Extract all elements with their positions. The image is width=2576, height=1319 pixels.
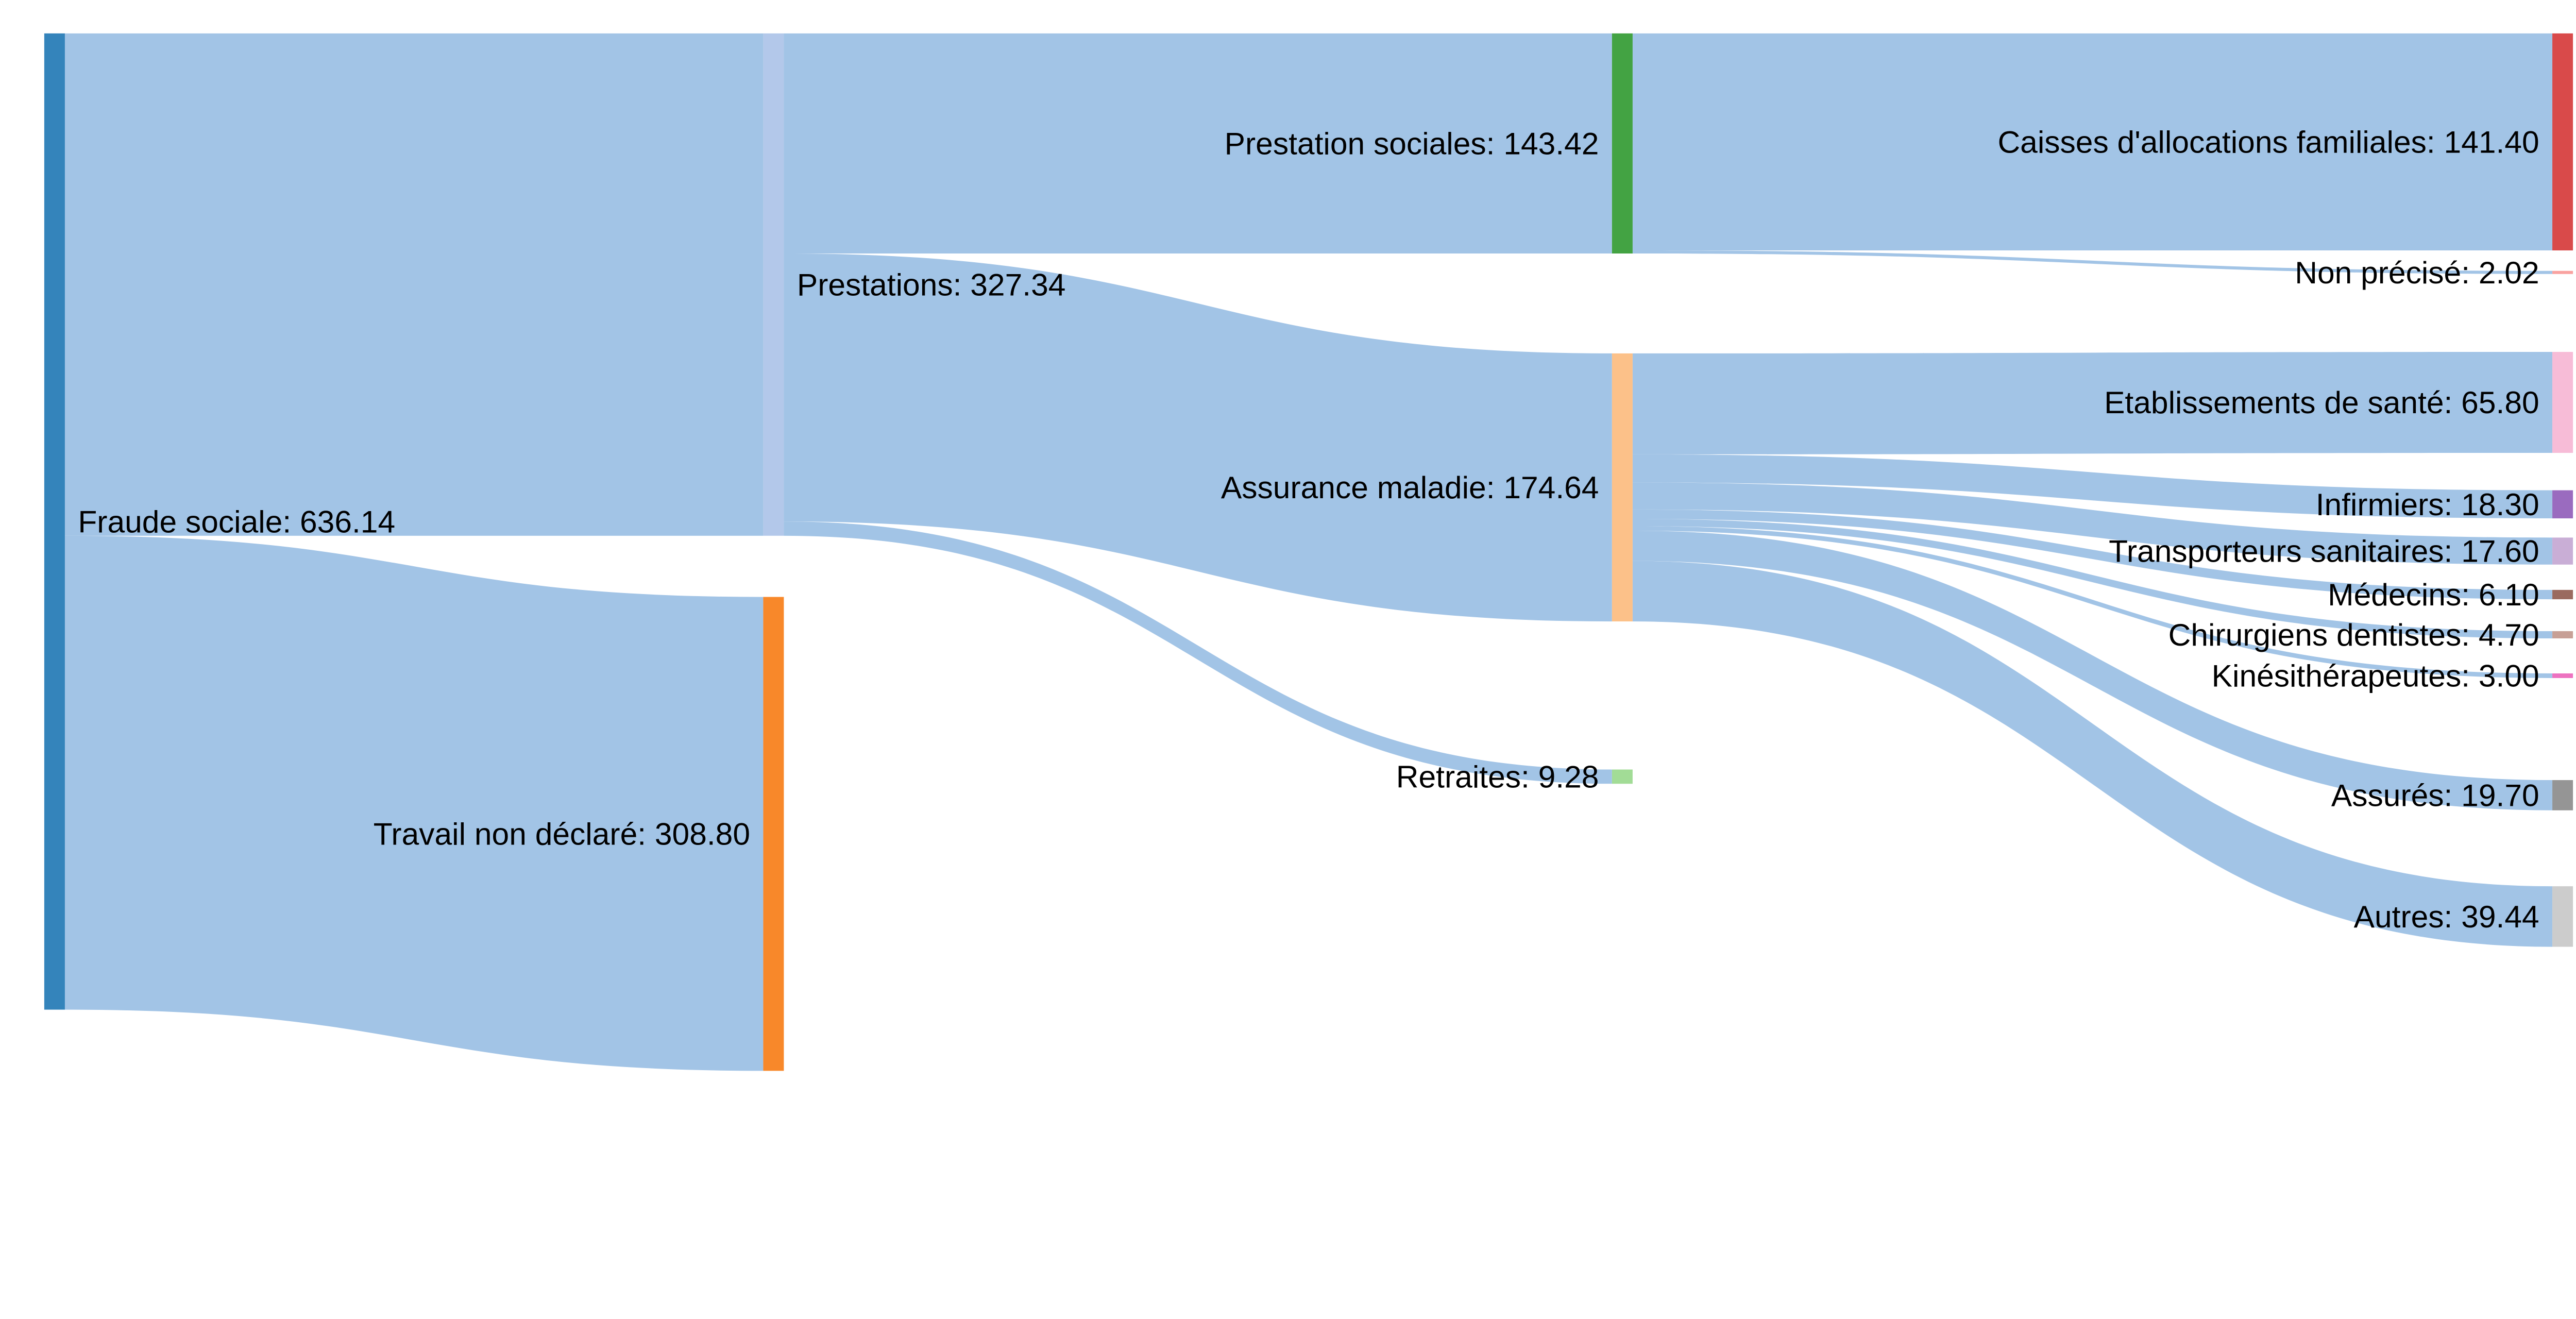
node-label-prestation_sociales: Prestation sociales: 143.42 bbox=[1225, 126, 1599, 161]
node-label-chirurgiens_dentistes: Chirurgiens dentistes: 4.70 bbox=[2168, 617, 2539, 652]
node-label-travail_non_declare: Travail non déclaré: 308.80 bbox=[374, 817, 750, 852]
link-fraude_sociale-to-prestations[interactable] bbox=[64, 33, 764, 536]
link-assurance_maladie-to-transporteurs[interactable] bbox=[1632, 482, 2553, 565]
link-assurance_maladie-to-etablissements_sante[interactable] bbox=[1632, 351, 2553, 454]
sankey-labels-layer: Fraude sociale: 636.14 Prestations: 327.3… bbox=[78, 125, 2539, 934]
node-label-medecins: Médecins: 6.10 bbox=[2328, 577, 2539, 612]
node-caisses_allocations[interactable] bbox=[2552, 33, 2573, 250]
link-prestations-to-assurance_maladie[interactable] bbox=[784, 253, 1612, 622]
link-prestation_sociales-to-caisses_allocations[interactable] bbox=[1632, 33, 2553, 250]
node-prestation_sociales[interactable] bbox=[1612, 33, 1633, 254]
node-fraude_sociale[interactable] bbox=[44, 33, 65, 1010]
node-assurance_maladie[interactable] bbox=[1612, 353, 1633, 622]
node-label-assurance_maladie: Assurance maladie: 174.64 bbox=[1221, 470, 1599, 505]
sankey-figure: Fraude sociale: 636.14 Prestations: 327.3… bbox=[21, 8, 2576, 1296]
node-kinesitherapeutes[interactable] bbox=[2552, 673, 2573, 678]
node-label-assures: Assurés: 19.70 bbox=[2331, 778, 2539, 813]
node-assures[interactable] bbox=[2552, 780, 2573, 810]
link-prestations-to-prestation_sociales[interactable] bbox=[784, 33, 1612, 254]
link-prestations-to-retraites[interactable] bbox=[784, 521, 1612, 784]
node-infirmiers[interactable] bbox=[2552, 490, 2573, 519]
node-autres[interactable] bbox=[2552, 886, 2573, 947]
node-label-retraites: Retraites: 9.28 bbox=[1396, 759, 1599, 794]
node-label-kinesitherapeutes: Kinésithérapeutes: 3.00 bbox=[2212, 658, 2539, 694]
node-label-fraude_sociale: Fraude sociale: 636.14 bbox=[78, 504, 395, 539]
node-label-caisses_allocations: Caisses d'allocations familiales: 141.40 bbox=[1997, 125, 2539, 160]
link-assurance_maladie-to-chirurgiens_dentistes[interactable] bbox=[1632, 519, 2553, 638]
sankey-nodes-layer bbox=[44, 33, 2573, 1071]
link-assurance_maladie-to-medecins[interactable] bbox=[1632, 509, 2553, 600]
node-chirurgiens_dentistes[interactable] bbox=[2552, 631, 2573, 638]
sankey-links-layer bbox=[64, 33, 2553, 1071]
node-label-prestations: Prestations: 327.34 bbox=[797, 267, 1066, 302]
node-label-non_precise: Non précisé: 2.02 bbox=[2295, 255, 2539, 290]
node-label-autres: Autres: 39.44 bbox=[2354, 899, 2539, 934]
node-etablissements_sante[interactable] bbox=[2552, 351, 2573, 453]
link-assurance_maladie-to-assures[interactable] bbox=[1632, 530, 2553, 810]
link-assurance_maladie-to-autres[interactable] bbox=[1632, 561, 2553, 947]
link-assurance_maladie-to-infirmiers[interactable] bbox=[1632, 454, 2553, 519]
node-label-transporteurs: Transporteurs sanitaires: 17.60 bbox=[2109, 534, 2539, 569]
node-prestations[interactable] bbox=[763, 33, 784, 536]
node-non_precise[interactable] bbox=[2552, 270, 2573, 274]
sankey-svg: Fraude sociale: 636.14 Prestations: 327.3… bbox=[21, 8, 2576, 1296]
link-prestation_sociales-to-non_precise[interactable] bbox=[1632, 250, 2553, 274]
node-travail_non_declare[interactable] bbox=[763, 597, 784, 1071]
node-transporteurs[interactable] bbox=[2552, 537, 2573, 565]
node-medecins[interactable] bbox=[2552, 589, 2573, 600]
node-label-infirmiers: Infirmiers: 18.30 bbox=[2316, 487, 2539, 522]
link-assurance_maladie-to-kinesitherapeutes[interactable] bbox=[1632, 526, 2553, 678]
node-retraites[interactable] bbox=[1612, 769, 1633, 784]
node-label-etablissements_sante: Etablissements de santé: 65.80 bbox=[2104, 385, 2539, 420]
link-fraude_sociale-to-travail_non_declare[interactable] bbox=[64, 535, 764, 1071]
